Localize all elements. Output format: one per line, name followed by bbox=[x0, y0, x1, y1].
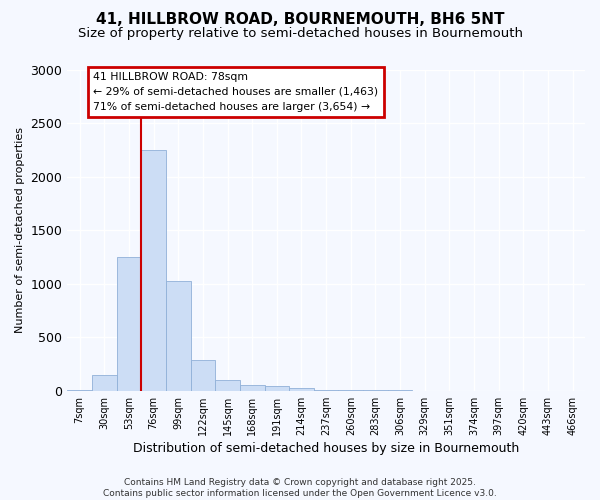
Bar bbox=[314, 390, 338, 391]
Bar bbox=[338, 390, 363, 391]
Bar bbox=[191, 360, 215, 391]
Text: Size of property relative to semi-detached houses in Bournemouth: Size of property relative to semi-detach… bbox=[77, 28, 523, 40]
Bar bbox=[265, 386, 289, 391]
Bar bbox=[141, 150, 166, 391]
Bar bbox=[289, 388, 314, 391]
Y-axis label: Number of semi-detached properties: Number of semi-detached properties bbox=[15, 128, 25, 334]
Bar bbox=[67, 390, 92, 391]
Text: Contains HM Land Registry data © Crown copyright and database right 2025.
Contai: Contains HM Land Registry data © Crown c… bbox=[103, 478, 497, 498]
Text: 41, HILLBROW ROAD, BOURNEMOUTH, BH6 5NT: 41, HILLBROW ROAD, BOURNEMOUTH, BH6 5NT bbox=[96, 12, 504, 28]
X-axis label: Distribution of semi-detached houses by size in Bournemouth: Distribution of semi-detached houses by … bbox=[133, 442, 519, 455]
Bar bbox=[215, 380, 240, 391]
Text: 41 HILLBROW ROAD: 78sqm
← 29% of semi-detached houses are smaller (1,463)
71% of: 41 HILLBROW ROAD: 78sqm ← 29% of semi-de… bbox=[93, 72, 379, 112]
Bar bbox=[240, 386, 265, 391]
Bar bbox=[116, 257, 141, 391]
Bar bbox=[92, 375, 116, 391]
Bar bbox=[166, 280, 191, 391]
